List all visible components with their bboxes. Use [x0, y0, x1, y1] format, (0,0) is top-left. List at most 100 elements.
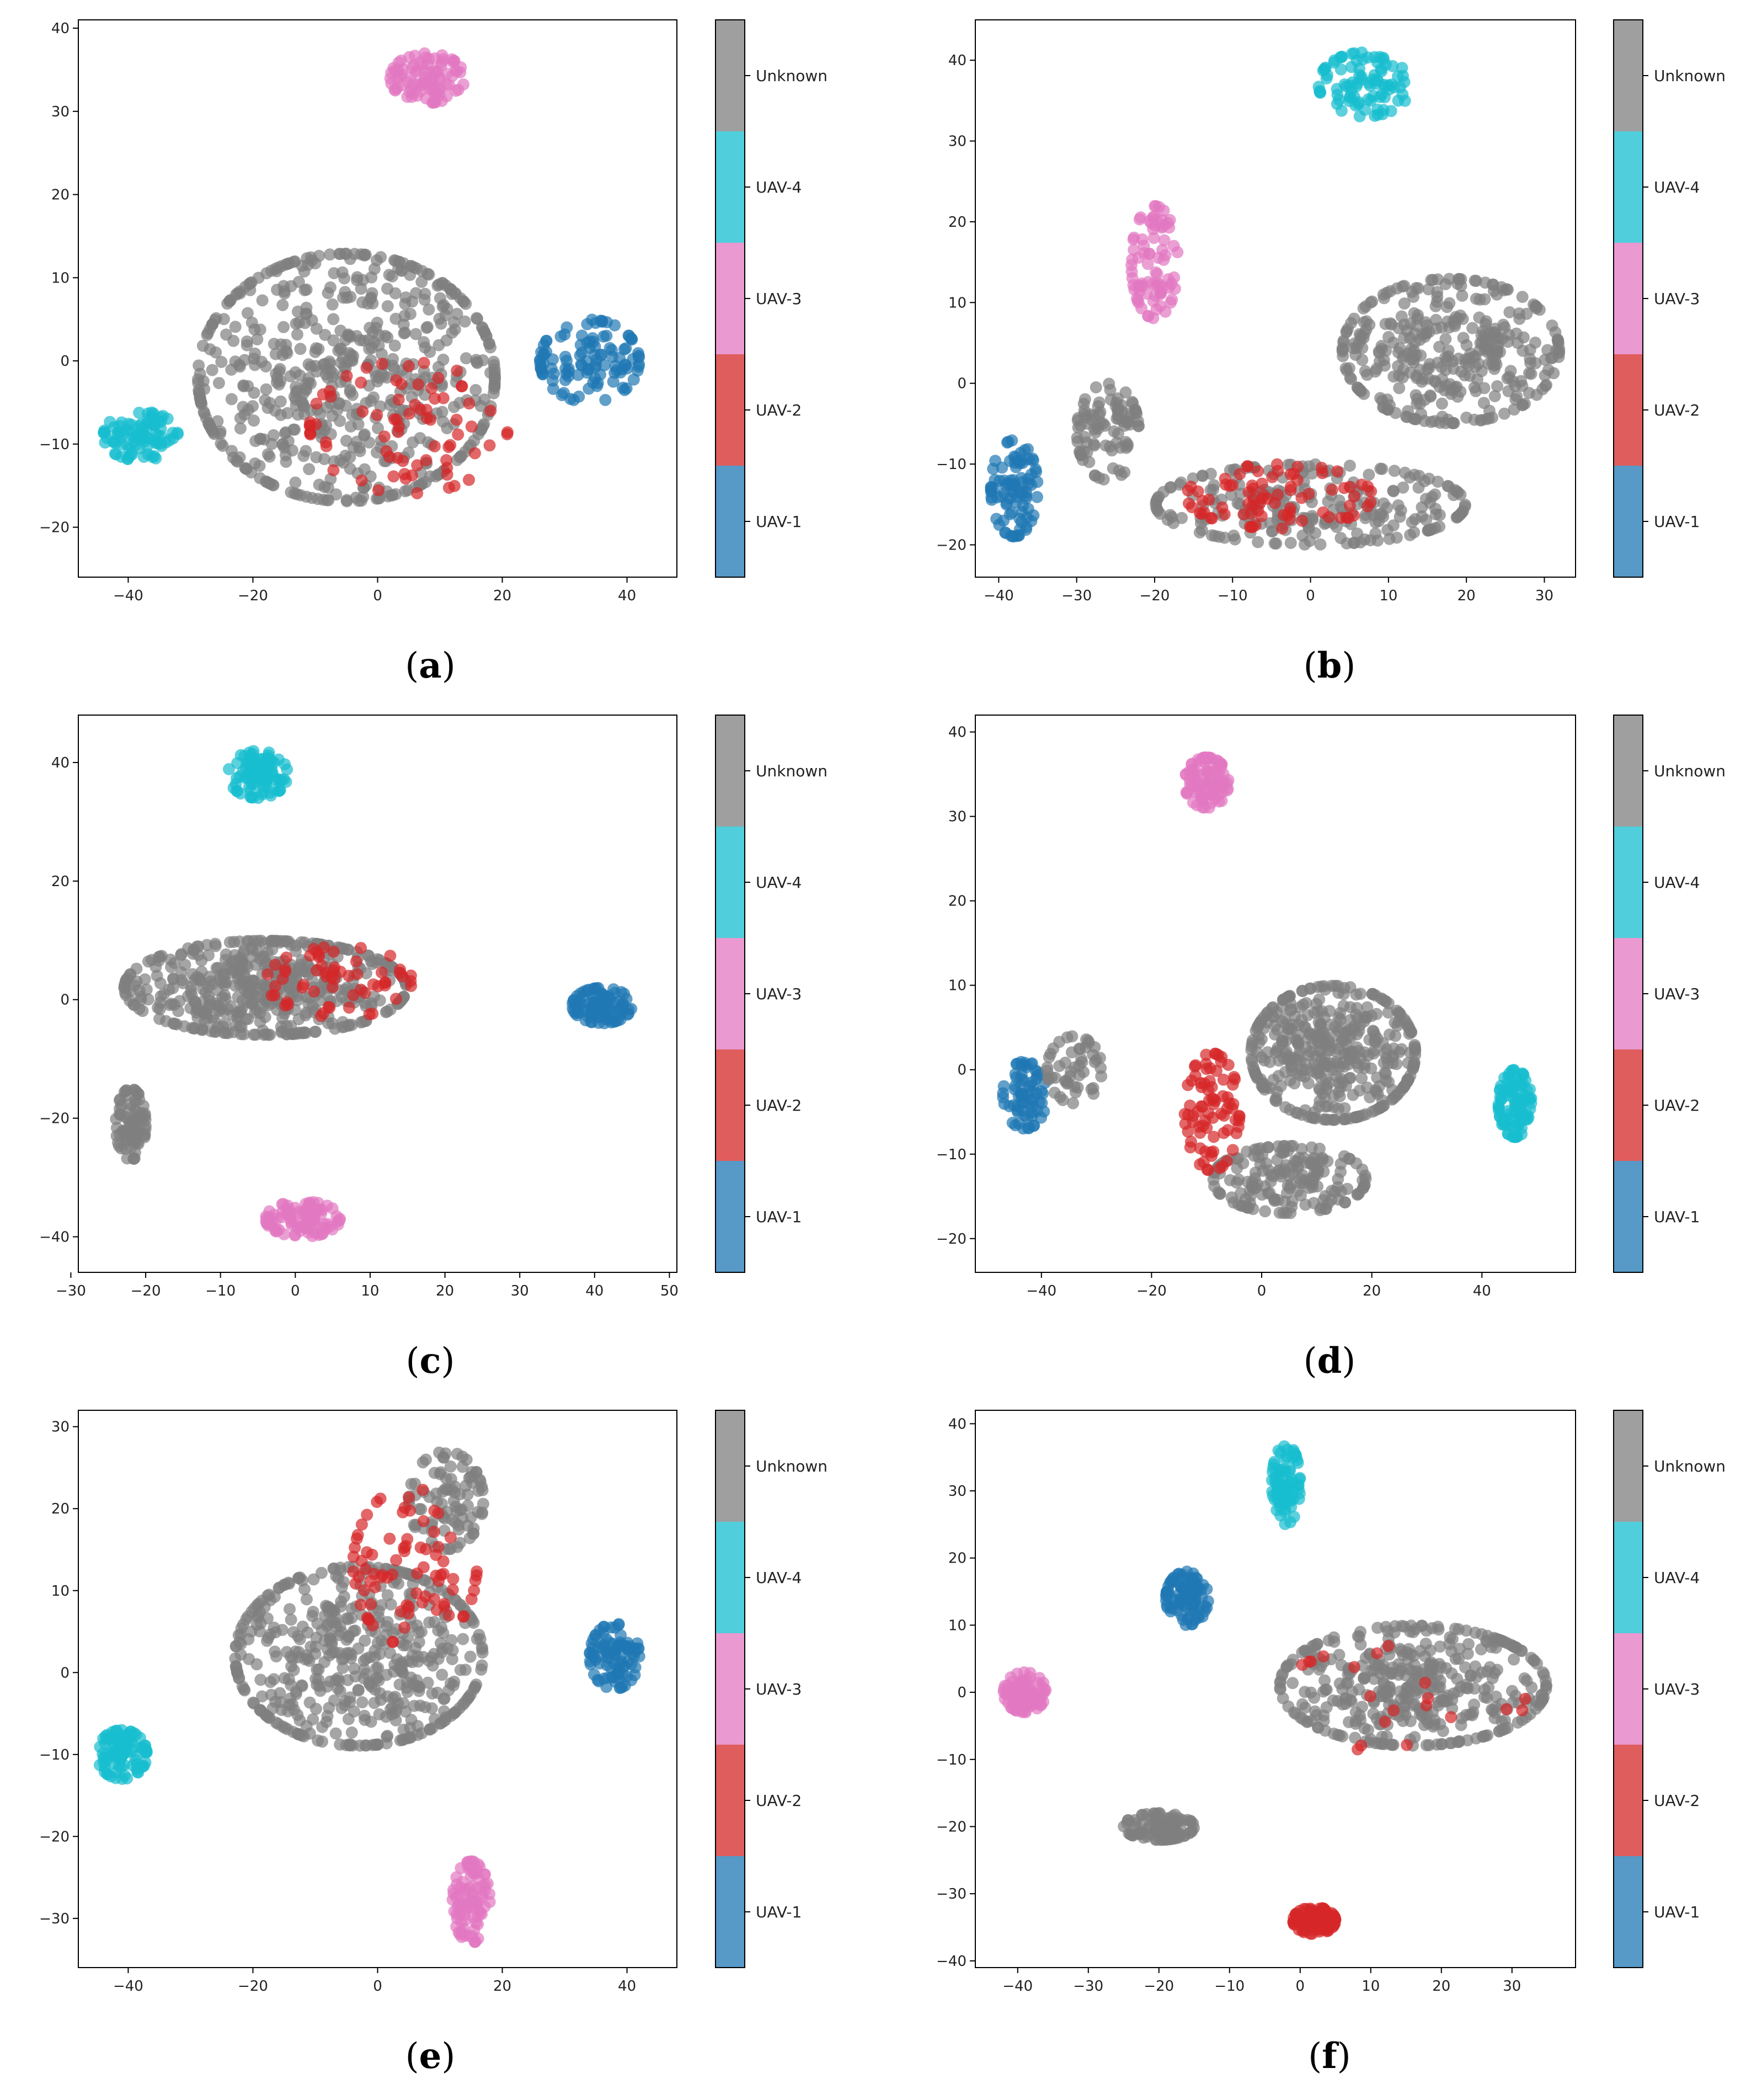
colorbar-label: UAV-1 [1654, 1208, 1700, 1226]
point-unknown [1322, 1035, 1335, 1047]
y-tick-label: −20 [39, 520, 70, 536]
point-uav-2 [310, 397, 323, 410]
point-unknown [1391, 282, 1403, 295]
point-uav-2 [399, 472, 412, 485]
point-unknown [333, 1647, 346, 1659]
point-uav-1 [600, 1633, 613, 1645]
point-uav-3 [450, 84, 462, 97]
point-unknown [1318, 1091, 1331, 1104]
y-tick-label: 40 [51, 20, 70, 37]
point-unknown [1488, 390, 1501, 402]
point-unknown [464, 1470, 477, 1483]
point-uav-4 [281, 763, 293, 776]
point-uav-4 [139, 1756, 152, 1769]
point-unknown [1404, 529, 1416, 541]
point-uav-1 [616, 1681, 628, 1693]
point-uav-3 [285, 1216, 297, 1229]
point-unknown [1546, 319, 1558, 332]
point-unknown [437, 1627, 450, 1639]
point-unknown [121, 1123, 134, 1136]
point-uav-2 [405, 979, 418, 992]
point-unknown [1290, 1106, 1302, 1119]
point-unknown [274, 395, 287, 408]
point-unknown [1412, 309, 1424, 322]
point-unknown [404, 260, 417, 273]
point-unknown [1065, 1046, 1078, 1059]
point-uav-4 [1374, 51, 1386, 63]
point-unknown [124, 968, 137, 980]
point-uav-3 [1202, 777, 1215, 790]
point-uav-1 [1010, 496, 1023, 509]
point-uav-2 [468, 447, 481, 460]
point-unknown [356, 1696, 369, 1709]
point-unknown [1503, 306, 1516, 318]
point-uav-1 [586, 989, 599, 1001]
point-unknown [441, 422, 453, 435]
point-unknown [334, 415, 346, 427]
point-unknown [1078, 393, 1091, 406]
point-unknown [1337, 988, 1350, 1000]
point-unknown [151, 969, 163, 982]
point-unknown [1334, 1007, 1347, 1020]
point-uav-2 [280, 951, 293, 964]
point-unknown [1306, 510, 1318, 523]
point-uav-3 [1213, 767, 1225, 780]
point-uav-2 [349, 1577, 362, 1590]
point-unknown [196, 339, 209, 352]
point-unknown [1270, 537, 1283, 550]
point-unknown [1266, 525, 1278, 538]
point-unknown [156, 950, 168, 962]
y-tick-label: 40 [948, 52, 967, 69]
point-unknown [247, 400, 259, 413]
point-unknown [1095, 1070, 1108, 1083]
point-unknown [1481, 346, 1494, 359]
point-uav-3 [414, 84, 427, 97]
point-unknown [212, 377, 225, 390]
point-unknown [249, 347, 261, 360]
point-unknown [1446, 355, 1459, 367]
point-unknown [1470, 275, 1482, 287]
point-unknown [1348, 536, 1361, 549]
point-uav-2 [1221, 1102, 1234, 1115]
point-uav-2 [418, 356, 430, 369]
point-unknown [1408, 1039, 1421, 1051]
point-uav-2 [411, 487, 424, 499]
point-unknown [329, 1022, 341, 1035]
point-uav-4 [239, 761, 252, 774]
point-unknown [1480, 413, 1493, 425]
point-unknown [1425, 415, 1438, 428]
point-unknown [384, 1647, 396, 1659]
point-uav-2 [1200, 1048, 1213, 1061]
point-unknown [1330, 1069, 1342, 1082]
point-unknown [202, 327, 214, 339]
point-uav-4 [117, 1747, 130, 1759]
point-uav-2 [403, 360, 415, 372]
point-uav-3 [1213, 776, 1225, 789]
point-unknown [332, 397, 345, 410]
point-unknown [1243, 1184, 1256, 1197]
point-unknown [1441, 315, 1454, 328]
point-unknown [438, 1692, 451, 1705]
point-unknown [173, 995, 186, 1008]
point-unknown [302, 358, 315, 371]
point-unknown [1408, 1056, 1421, 1069]
point-unknown [234, 1005, 247, 1018]
point-uav-2 [317, 1007, 329, 1020]
point-uav-3 [455, 1862, 467, 1874]
point-unknown [269, 263, 282, 275]
point-uav-1 [620, 342, 632, 355]
point-unknown [400, 1639, 413, 1651]
point-unknown [1491, 345, 1503, 358]
point-unknown [229, 355, 242, 368]
point-unknown [191, 373, 204, 386]
point-unknown [1483, 336, 1496, 348]
point-unknown [208, 428, 221, 440]
point-unknown [1093, 396, 1106, 409]
point-uav-3 [472, 1858, 484, 1870]
point-unknown [397, 1697, 410, 1709]
point-unknown [221, 297, 234, 310]
point-uav-2 [1182, 1079, 1194, 1091]
colorbar-segment-unknown [716, 715, 745, 827]
point-uav-2 [261, 968, 274, 980]
point-unknown [383, 269, 396, 281]
